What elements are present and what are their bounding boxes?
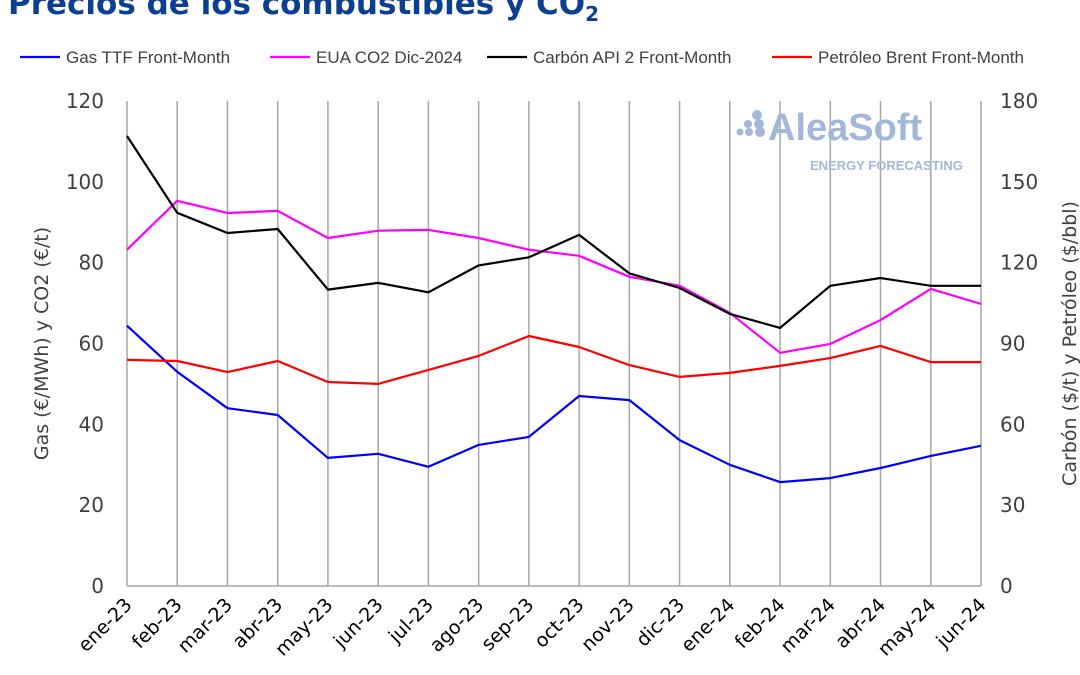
chart-title: Precios de los combustibles y CO2 <box>8 0 599 26</box>
legend-label: EUA CO2 Dic-2024 <box>316 48 462 67</box>
y-right-tick-label: 150 <box>1000 170 1038 194</box>
series-line-2 <box>126 135 981 329</box>
legend-label: Petróleo Brent Front-Month <box>818 48 1024 67</box>
y-left-tick-label: 20 <box>79 493 104 517</box>
x-tick-label: mar-24 <box>776 594 839 657</box>
x-tick-label: jun-23 <box>329 594 388 653</box>
logo-dot <box>744 120 752 128</box>
logo-dot <box>736 128 744 136</box>
y-right-tick-label: 180 <box>1000 89 1038 113</box>
y-right-tick-label: 90 <box>1000 332 1025 356</box>
y-right-axis-title: Carbón ($/t) y Petróleo ($/bbl) <box>1059 201 1080 486</box>
legend-label: Carbón API 2 Front-Month <box>533 48 731 67</box>
y-right-tick-label: 60 <box>1000 412 1025 436</box>
x-tick-label: jun-24 <box>932 594 991 653</box>
x-tick-label: sep-23 <box>477 594 538 655</box>
y-left-axis-title: Gas (€/MWh) y CO2 (€/t) <box>31 227 53 460</box>
logo-tagline: ENERGY FORECASTING <box>810 158 963 173</box>
x-tick-label: ene-24 <box>677 594 740 657</box>
x-tick-label: mar-23 <box>174 594 237 657</box>
y-left-tick-label: 80 <box>79 251 104 275</box>
y-left-tick-label: 100 <box>66 170 104 194</box>
x-tick-label: nov-23 <box>577 594 639 656</box>
y-left-tick-label: 60 <box>79 332 104 356</box>
y-right-tick-label: 30 <box>1000 493 1025 517</box>
series-line-1 <box>126 199 982 354</box>
legend-label: Gas TTF Front-Month <box>66 48 230 67</box>
x-tick-label: ago-23 <box>425 594 488 657</box>
title-subscript: 2 <box>585 2 599 27</box>
logo-name: AleaSoft <box>768 107 922 149</box>
y-left-tick-label: 120 <box>66 89 104 113</box>
series-line-0 <box>126 324 982 484</box>
y-right-tick-label: 0 <box>1000 574 1013 598</box>
title-text: Precios de los combustibles y CO <box>8 0 586 22</box>
logo-dot <box>745 128 753 136</box>
logo-dot <box>755 127 765 137</box>
logo-dot <box>754 119 764 129</box>
series-line-3 <box>126 334 981 385</box>
logo-dot <box>752 110 762 120</box>
y-left-tick-label: 40 <box>79 412 104 436</box>
x-tick-label: ene-23 <box>74 594 137 657</box>
y-left-tick-label: 0 <box>91 574 104 598</box>
y-right-tick-label: 120 <box>1000 251 1038 275</box>
